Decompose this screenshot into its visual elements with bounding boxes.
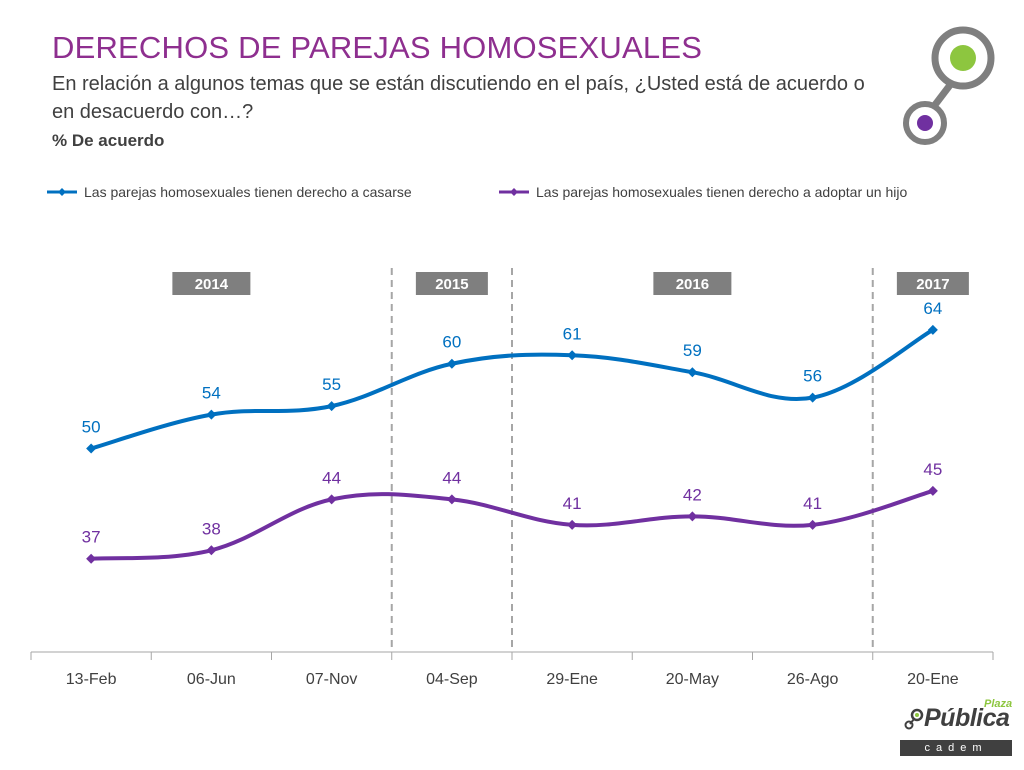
data-label-series-2: 38 — [202, 519, 221, 538]
data-label-series-2: 44 — [322, 468, 341, 487]
x-tick-label: 07-Nov — [306, 671, 358, 688]
series-line-1 — [90, 328, 934, 451]
data-point-series-1 — [446, 358, 457, 369]
year-label: 2017 — [916, 276, 949, 293]
legend-item-casarse: Las parejas homosexuales tienen derecho … — [46, 184, 412, 200]
x-tick-label: 06-Jun — [187, 671, 236, 688]
data-label-series-1: 50 — [82, 418, 101, 437]
year-box — [415, 272, 488, 295]
chart-title: DERECHOS DE PAREJAS HOMOSEXUALES — [52, 30, 703, 65]
data-point-series-2 — [446, 494, 457, 505]
x-tick-label: 26-Ago — [787, 671, 839, 688]
data-point-series-1 — [86, 443, 97, 454]
x-tick-label: 04-Sep — [426, 671, 478, 688]
data-label-series-2: 41 — [563, 494, 582, 513]
data-label-series-1: 54 — [202, 384, 221, 403]
data-point-series-1 — [206, 409, 217, 420]
x-tick-label: 13-Feb — [66, 671, 117, 688]
data-point-series-1 — [326, 401, 337, 412]
x-tick-label: 20-Ene — [907, 671, 959, 688]
data-point-series-2 — [687, 511, 698, 522]
data-point-series-1 — [687, 367, 698, 378]
data-label-series-1: 59 — [683, 341, 702, 360]
chart-subtitle: En relación a algunos temas que se están… — [52, 73, 865, 123]
x-tick-label: 29-Ene — [546, 671, 598, 688]
data-point-series-2 — [567, 519, 578, 530]
data-label-series-1: 64 — [923, 299, 942, 318]
x-tick-label: 20-May — [666, 671, 719, 688]
data-label-series-1: 61 — [563, 324, 582, 343]
brand-dots-icon — [904, 708, 924, 730]
data-point-series-2 — [206, 545, 217, 556]
data-point-series-2 — [927, 485, 938, 496]
year-label: 2016 — [676, 276, 709, 293]
plaza-publica-cadem-logo: Plaza Pública cadem — [900, 698, 1012, 760]
year-box — [172, 272, 251, 295]
legend-label-casarse: Las parejas homosexuales tienen derecho … — [84, 184, 412, 200]
year-box — [896, 272, 969, 295]
legend-line-marker-purple — [499, 188, 529, 196]
data-label-series-2: 37 — [82, 528, 101, 547]
data-label-series-2: 41 — [803, 494, 822, 513]
data-point-series-2 — [807, 519, 818, 530]
data-label-series-2: 42 — [683, 485, 702, 504]
year-label: 2015 — [435, 276, 468, 293]
data-label-series-1: 56 — [803, 367, 822, 386]
data-point-series-2 — [326, 494, 337, 505]
cadem-circles-logo-icon — [903, 26, 995, 145]
data-label-series-2: 44 — [442, 468, 461, 487]
series-line-2 — [90, 488, 934, 561]
data-point-series-1 — [927, 324, 938, 335]
data-label-series-1: 60 — [442, 333, 461, 352]
data-point-series-2 — [86, 553, 97, 564]
data-label-series-1: 55 — [322, 375, 341, 394]
brand-publica: Pública — [924, 704, 1010, 732]
data-point-series-1 — [807, 392, 818, 403]
year-box — [653, 272, 732, 295]
legend-item-adoptar: Las parejas homosexuales tienen derecho … — [498, 184, 907, 200]
legend-label-adoptar: Las parejas homosexuales tienen derecho … — [536, 184, 908, 200]
brand-plaza: Plaza — [984, 698, 1013, 710]
data-label-series-2: 45 — [923, 460, 942, 479]
measure-label: % De acuerdo — [52, 131, 165, 150]
year-label: 2014 — [195, 276, 229, 293]
brand-cadem: cadem — [900, 740, 1012, 756]
legend-line-marker-blue — [47, 188, 77, 196]
data-point-series-1 — [567, 350, 578, 361]
